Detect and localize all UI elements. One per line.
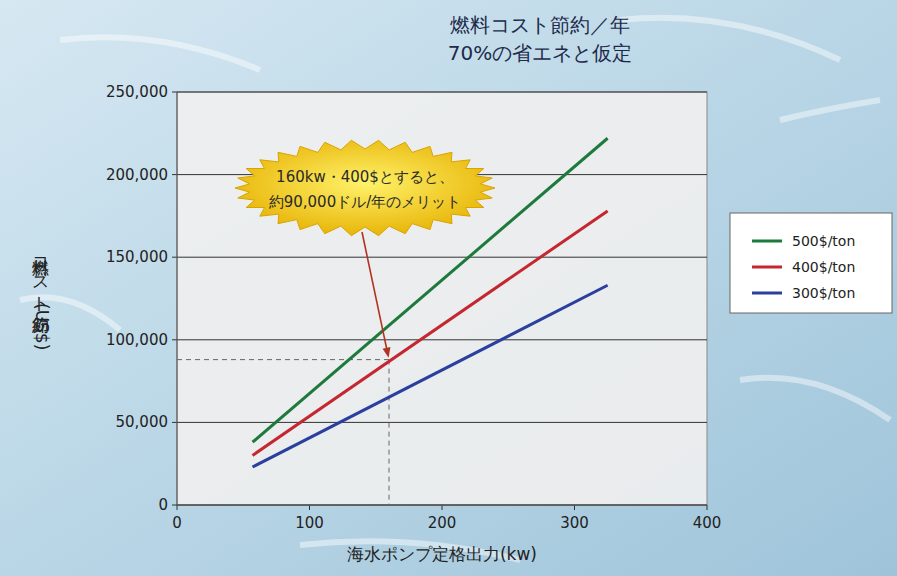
y-tick [172,257,177,258]
y-tick-label: 50,000 [116,413,169,431]
grid-line [177,422,707,423]
y-tick-label: 0 [158,496,168,514]
x-tick-label: 100 [295,514,324,532]
grid-line [177,92,707,93]
chart: 燃料コスト節約／年 70%の省エネと仮定 0 50,000 100,000 150,000… [0,0,897,576]
y-tick [172,174,177,175]
y-tick [172,505,177,506]
y-tick-label: 200,000 [106,166,168,184]
x-tick-label: 300 [560,514,589,532]
annotation-arrowhead [383,347,391,358]
subtitle: 70%の省エネと仮定 [448,41,632,65]
legend-label: 300$/ton [792,285,855,301]
legend-box [730,213,892,313]
legend-swatch [752,292,782,295]
y-tick-label: 250,000 [106,83,168,101]
x-tick [177,505,178,510]
series-line [253,211,608,455]
water-streak [60,37,260,70]
y-axis [177,92,178,505]
x-tick [309,505,310,510]
background [0,0,897,576]
annotation-burst [235,140,495,235]
plot-area [177,92,707,505]
series-line [253,138,608,442]
y-tick-label: 100,000 [106,331,168,349]
grid-line [177,505,707,506]
grid-line [177,257,707,258]
grid-line [177,339,707,340]
y-tick [172,92,177,93]
water-streak [780,100,880,120]
annotation-text: 約90,000ドル/年のメリット [269,193,462,211]
x-tick-label: 400 [693,514,722,532]
annotation-text: 160kw・400$とすると、 [276,168,454,186]
page: 燃料コスト節約／年 70%の省エネと仮定 0 50,000 100,000 150,000… [0,0,897,576]
x-tick [707,505,708,510]
x-axis-title: 海水ポンプ定格出力(kw) [347,544,537,564]
water-streak [620,18,840,60]
y-tick [172,422,177,423]
y-tick-label: 150,000 [106,248,168,266]
legend-label: 400$/ton [792,259,855,275]
y-axis-title: 燃料コスト節約(US$) [31,246,54,350]
x-tick [574,505,575,510]
series-line [253,285,608,467]
water-streak [740,378,890,420]
y-tick [172,339,177,340]
title: 燃料コスト節約／年 [450,13,630,37]
annotation-arrow [362,232,387,350]
x-tick [442,505,443,510]
legend-label: 500$/ton [792,233,855,249]
legend-swatch [752,240,782,243]
legend-swatch [752,266,782,269]
x-axis [177,505,707,506]
reference-line-v [389,360,390,505]
x-tick-label: 200 [428,514,457,532]
x-tick-label: 0 [172,514,182,532]
reference-group [177,360,389,505]
reference-line-h [177,359,389,360]
